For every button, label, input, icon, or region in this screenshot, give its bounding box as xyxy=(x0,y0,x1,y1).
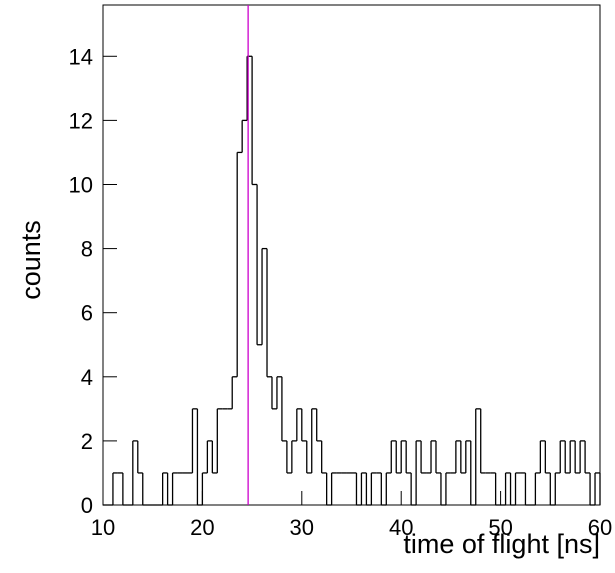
y-tick-label: 0 xyxy=(81,493,93,518)
y-tick-label: 14 xyxy=(69,44,93,69)
y-tick-label: 10 xyxy=(69,172,93,197)
y-tick-label: 8 xyxy=(81,237,93,262)
x-tick-label: 20 xyxy=(190,515,214,540)
x-tick-label: 40 xyxy=(389,515,413,540)
x-tick-label: 30 xyxy=(290,515,314,540)
x-axis-title: time of flight [ns] xyxy=(403,529,600,559)
x-tick-label: 60 xyxy=(588,515,612,540)
x-tick-label: 10 xyxy=(91,515,115,540)
y-tick-label: 2 xyxy=(81,429,93,454)
y-axis-title: counts xyxy=(16,220,46,300)
plot-frame xyxy=(102,4,601,506)
y-tick-label: 12 xyxy=(69,108,93,133)
x-tick-label: 50 xyxy=(488,515,512,540)
y-tick-label: 6 xyxy=(81,301,93,326)
y-tick-label: 4 xyxy=(81,365,93,390)
